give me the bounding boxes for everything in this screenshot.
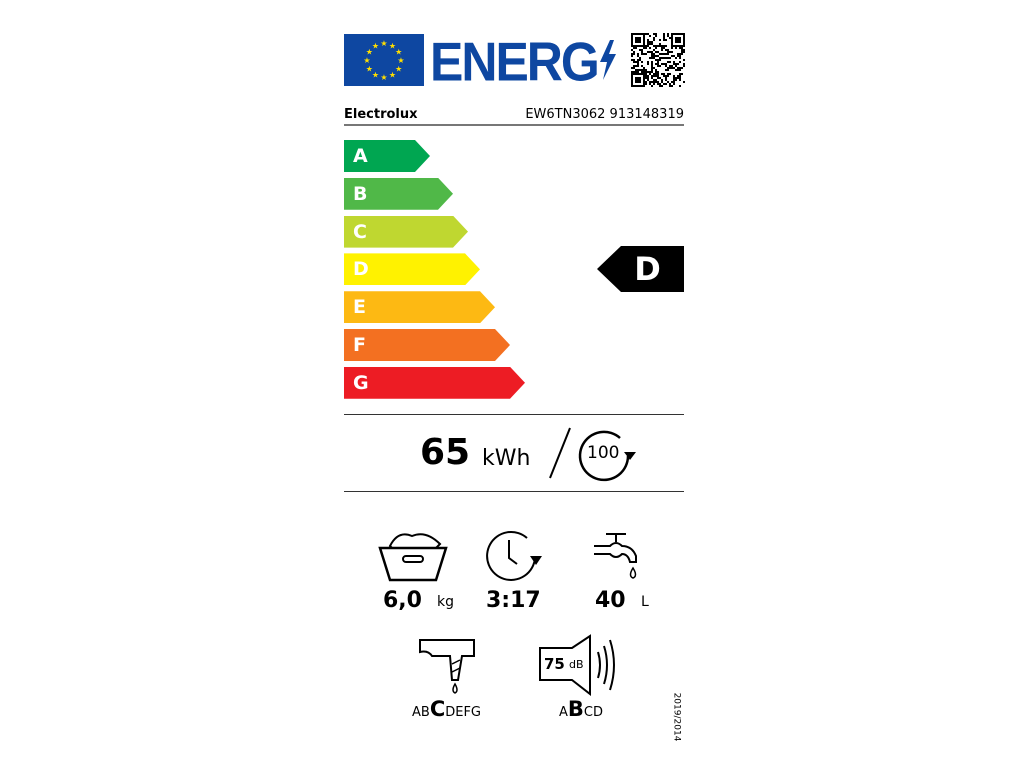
noise-class: B (567, 697, 584, 721)
divider (344, 491, 684, 492)
noise-unit: dB (569, 658, 584, 671)
star-icon: ★ (380, 39, 387, 48)
energy-class-bar-d: D (344, 253, 480, 285)
noise-value: 75 (544, 655, 565, 673)
supplier-name: Electrolux (344, 107, 418, 122)
speaker-icon (539, 634, 615, 696)
noise-class-post: CD (583, 705, 604, 720)
energy-value: 65 (420, 432, 471, 473)
eu-flag-icon: ★ ★ ★ ★ ★ ★ ★ ★ ★ ★ ★ ★ (344, 34, 424, 86)
spin-class-pre: AB (412, 705, 430, 720)
energy-class-bar-e: E (344, 291, 495, 323)
star-icon: ★ (397, 56, 404, 65)
regulation-number: 2019/2014 (671, 692, 682, 742)
energy-class-bar-g: G (344, 367, 525, 399)
cycles-value: 100 (587, 443, 620, 463)
divider (344, 124, 684, 126)
star-icon: ★ (363, 56, 370, 65)
energy-class-bar-a: A (344, 140, 430, 172)
star-icon: ★ (372, 41, 379, 50)
water-unit: L (641, 594, 649, 610)
capacity-unit: kg (437, 594, 454, 610)
capacity-value: 6,0 (383, 588, 422, 613)
duration-value: 3:17 (486, 588, 541, 613)
energy-class-bar-f: F (344, 329, 510, 361)
star-icon: ★ (366, 48, 373, 57)
energy-class-bar-b: B (344, 178, 453, 210)
spin-class-post: DEFG (445, 705, 482, 720)
per-100-cycles-icon (549, 427, 636, 482)
noise-class-scale: ABCD (559, 697, 603, 721)
qr-code-icon (631, 33, 685, 87)
energy-logo: ENERG (430, 30, 600, 94)
water-value: 40 (595, 588, 626, 613)
star-icon: ★ (372, 71, 379, 80)
star-icon: ★ (366, 65, 373, 74)
star-icon: ★ (389, 41, 396, 50)
star-icon: ★ (380, 73, 387, 82)
spin-drying-icon (419, 639, 475, 694)
lightning-icon (600, 40, 616, 80)
energy-class-indicator: D (597, 246, 684, 292)
laundry-basket-icon (378, 533, 448, 582)
star-icon: ★ (395, 48, 402, 57)
spin-class: C (429, 697, 446, 721)
logo-text: ENERG (430, 31, 600, 93)
star-icon: ★ (389, 71, 396, 80)
water-tap-icon (594, 533, 637, 579)
energy-unit: kWh (482, 446, 531, 471)
model-identifier: EW6TN3062 913148319 (525, 107, 684, 122)
star-icon: ★ (395, 65, 402, 74)
noise-class-pre: A (559, 705, 568, 720)
clock-icon (486, 531, 542, 581)
divider (344, 414, 684, 415)
energy-class-bar-c: C (344, 216, 468, 248)
spin-class-scale: ABCDEFG (412, 697, 481, 721)
